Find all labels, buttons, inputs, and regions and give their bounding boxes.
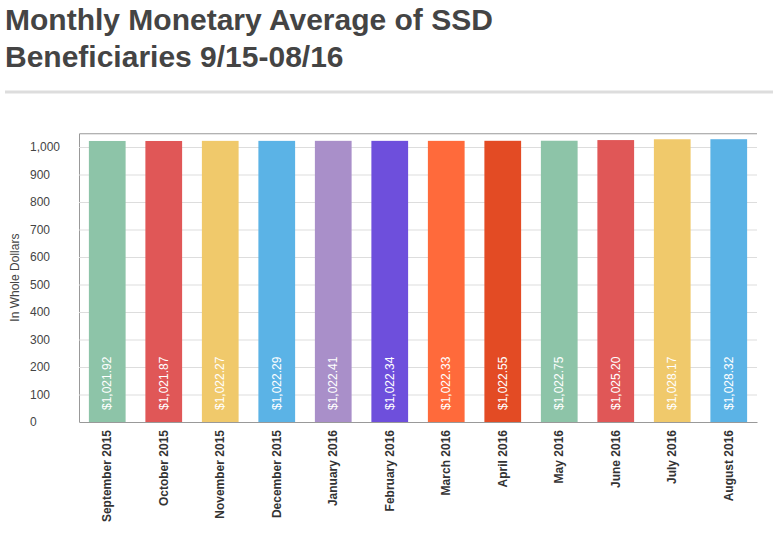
x-tick-label: April 2016	[496, 430, 510, 488]
x-tick: August 2016	[722, 422, 736, 501]
data-label: $1,021.92	[100, 356, 114, 410]
x-tick-label: May 2016	[552, 430, 566, 484]
x-tick: September 2015	[100, 422, 114, 522]
data-labels: $1,021.92 $1,021.87 $1,022.27 $1,022.29 $1,0…	[100, 356, 736, 410]
x-tick-label: December 2015	[270, 430, 284, 518]
data-label: $1,022.75	[552, 356, 566, 410]
data-label: $1,028.17	[665, 356, 679, 410]
y-axis: 0 100 200 300 400 500 600 700 800 900 1,000	[30, 134, 757, 430]
x-tick-label: February 2016	[383, 430, 397, 512]
bar	[428, 141, 465, 422]
x-tick: July 2016	[665, 422, 679, 484]
y-axis-title: In Whole Dollars	[8, 234, 22, 322]
bar	[258, 141, 295, 422]
x-tick-label: July 2016	[665, 430, 679, 484]
y-tick-label: 400	[30, 305, 50, 319]
y-tick-label: 800	[30, 195, 50, 209]
data-label: $1,022.29	[270, 356, 284, 410]
x-tick: October 2015	[157, 422, 171, 506]
x-tick-label: November 2015	[213, 430, 227, 519]
x-tick: December 2015	[270, 422, 284, 518]
x-tick: March 2016	[439, 422, 453, 495]
y-tick-label: 900	[30, 168, 50, 182]
x-tick: April 2016	[496, 422, 510, 487]
data-label: $1,021.87	[157, 356, 171, 410]
bar	[597, 140, 634, 422]
bar	[710, 139, 747, 422]
x-tick: November 2015	[213, 422, 227, 519]
x-tick-label: September 2015	[100, 430, 114, 522]
title-line: Monthly Monetary Average of SSD	[5, 3, 493, 36]
bar	[145, 141, 182, 422]
bar	[315, 141, 352, 422]
x-tick-label: June 2016	[609, 430, 623, 488]
data-label: $1,022.27	[213, 356, 227, 410]
x-tick-label: August 2016	[722, 430, 736, 502]
y-tick-label: 100	[30, 388, 50, 402]
chart: Monthly Monetary Average of SSD Beneficia…	[0, 0, 778, 541]
bar	[371, 141, 408, 422]
x-axis: September 2015 October 2015 November 2015 D…	[80, 422, 758, 522]
y-tick-label: 200	[30, 360, 50, 374]
data-label: $1,022.41	[326, 356, 340, 410]
y-tick-label: 1,000	[30, 140, 60, 154]
y-tick-label: 600	[30, 250, 50, 264]
y-tick-label: 700	[30, 223, 50, 237]
y-tick-label: 300	[30, 333, 50, 347]
y-axis-line	[80, 134, 758, 423]
bar	[89, 141, 126, 422]
x-tick: June 2016	[609, 422, 623, 488]
x-tick: January 2016	[326, 422, 340, 506]
x-tick: February 2016	[383, 422, 397, 511]
separator	[5, 91, 773, 94]
bar	[541, 141, 578, 422]
data-label: $1,022.34	[383, 356, 397, 410]
data-label: $1,028.32	[722, 356, 736, 410]
plot: 0 100 200 300 400 500 600 700 800 900 1,000 Septemb…	[30, 134, 758, 522]
x-tick: May 2016	[552, 422, 566, 483]
bar	[484, 141, 521, 422]
y-tick-label: 500	[30, 278, 50, 292]
data-label: $1,025.20	[609, 356, 623, 410]
data-label: $1,022.55	[496, 356, 510, 410]
bar	[654, 139, 691, 422]
x-axis-line	[80, 422, 758, 423]
title-line: Beneficiaries 9/15-08/16	[5, 40, 344, 73]
data-label: $1,022.33	[439, 356, 453, 410]
grid-line	[79, 422, 757, 423]
x-tick-label: October 2015	[157, 430, 171, 506]
x-tick-label: March 2016	[439, 430, 453, 496]
title: Monthly Monetary Average of SSD Beneficia…	[5, 3, 493, 73]
bars	[89, 139, 747, 422]
bar	[202, 141, 239, 422]
y-tick-label: 0	[30, 415, 37, 429]
x-tick-label: January 2016	[326, 430, 340, 506]
